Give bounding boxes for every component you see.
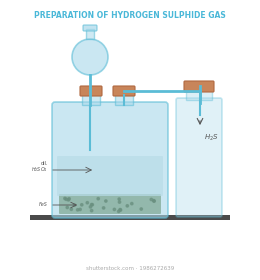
Circle shape <box>67 199 70 201</box>
Circle shape <box>140 208 142 210</box>
Circle shape <box>65 198 67 200</box>
Text: dil.: dil. <box>41 160 48 165</box>
FancyBboxPatch shape <box>113 86 135 96</box>
FancyBboxPatch shape <box>115 93 133 105</box>
FancyBboxPatch shape <box>59 194 161 214</box>
Circle shape <box>126 205 128 207</box>
Circle shape <box>153 200 155 202</box>
Circle shape <box>76 209 79 211</box>
FancyBboxPatch shape <box>176 98 222 217</box>
Circle shape <box>97 197 99 200</box>
Text: PREPARATION OF HYDROGEN SULPHIDE GAS: PREPARATION OF HYDROGEN SULPHIDE GAS <box>34 11 226 20</box>
Circle shape <box>118 201 121 203</box>
FancyBboxPatch shape <box>80 86 102 96</box>
FancyBboxPatch shape <box>82 93 100 105</box>
Circle shape <box>90 204 93 206</box>
FancyBboxPatch shape <box>30 215 230 220</box>
Circle shape <box>118 210 120 213</box>
Circle shape <box>68 197 70 200</box>
Circle shape <box>113 208 116 211</box>
Circle shape <box>64 197 66 200</box>
FancyBboxPatch shape <box>86 29 94 39</box>
Circle shape <box>131 202 133 205</box>
Circle shape <box>119 209 122 211</box>
Circle shape <box>153 199 155 202</box>
Circle shape <box>86 202 88 204</box>
FancyBboxPatch shape <box>57 156 163 196</box>
Circle shape <box>150 198 153 201</box>
Circle shape <box>91 204 94 206</box>
Circle shape <box>79 208 81 211</box>
FancyBboxPatch shape <box>186 88 212 100</box>
Text: FeS: FeS <box>39 202 48 207</box>
Text: $H_2S$: $H_2S$ <box>204 133 219 143</box>
Circle shape <box>66 206 68 209</box>
FancyBboxPatch shape <box>83 25 97 31</box>
Circle shape <box>102 207 105 209</box>
Text: shutterstock.com · 1986272639: shutterstock.com · 1986272639 <box>86 265 174 270</box>
Circle shape <box>119 208 121 211</box>
Circle shape <box>72 39 108 75</box>
Circle shape <box>81 204 83 206</box>
Circle shape <box>90 209 93 212</box>
Circle shape <box>73 204 76 206</box>
Text: $H_2SO_4$: $H_2SO_4$ <box>31 165 48 174</box>
Circle shape <box>118 198 120 200</box>
FancyBboxPatch shape <box>184 81 214 92</box>
Circle shape <box>70 208 73 211</box>
Circle shape <box>105 200 107 202</box>
FancyBboxPatch shape <box>52 102 168 218</box>
Circle shape <box>89 206 92 208</box>
